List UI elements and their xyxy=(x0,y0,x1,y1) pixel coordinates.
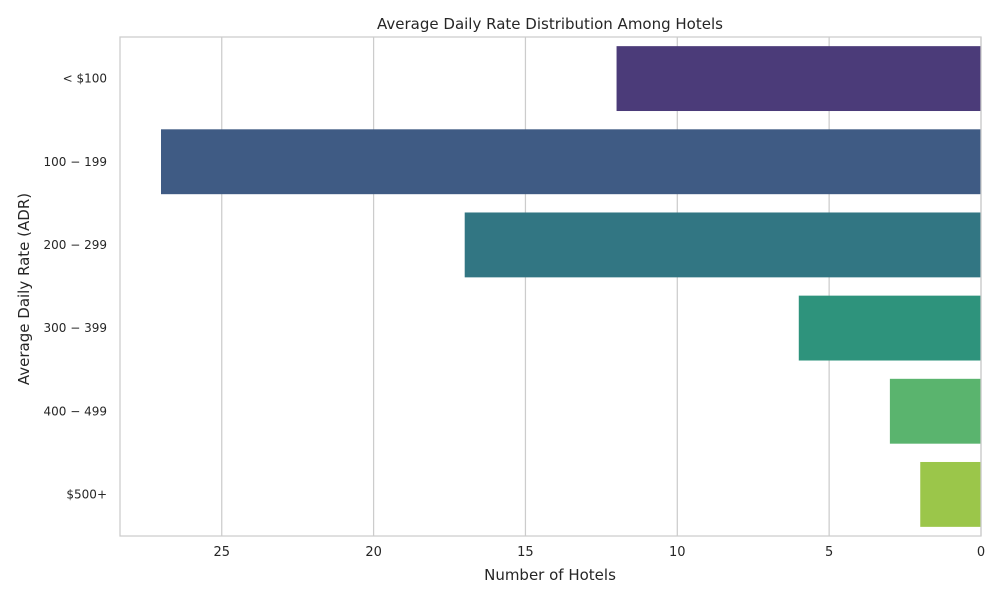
y-tick-labels: < $100 100 − 199 200 − 299 300 − 399 400 − 4… xyxy=(44,72,108,502)
bar xyxy=(616,46,981,112)
x-tick-label: 0 xyxy=(977,545,985,560)
y-tick-label: 200 − 299 xyxy=(44,238,108,252)
bar xyxy=(798,295,981,361)
x-tick-label: 10 xyxy=(669,545,686,560)
bar xyxy=(161,129,981,195)
x-tick-labels: 25 20 15 10 5 0 xyxy=(213,545,985,560)
x-axis-label: Number of Hotels xyxy=(484,566,616,584)
plot-frame xyxy=(119,36,982,537)
x-tick-label: 5 xyxy=(825,545,833,560)
x-tick-label: 15 xyxy=(517,545,534,560)
bar xyxy=(889,378,981,444)
bar xyxy=(920,461,981,527)
y-tick-label: 300 − 399 xyxy=(44,321,108,335)
y-tick-label: $500+ xyxy=(66,487,107,501)
y-tick-label: < $100 xyxy=(63,72,107,86)
bars-group xyxy=(161,46,981,527)
x-tick-label: 20 xyxy=(365,545,382,560)
y-axis-label: Average Daily Rate (ADR) xyxy=(15,193,33,385)
y-tick-label: 100 − 199 xyxy=(44,155,108,169)
grid-lines xyxy=(221,37,982,536)
x-tick-label: 25 xyxy=(213,545,230,560)
y-tick-label: 400 − 499 xyxy=(44,404,108,418)
bar xyxy=(464,212,981,278)
chart-title: Average Daily Rate Distribution Among Ho… xyxy=(377,15,723,33)
